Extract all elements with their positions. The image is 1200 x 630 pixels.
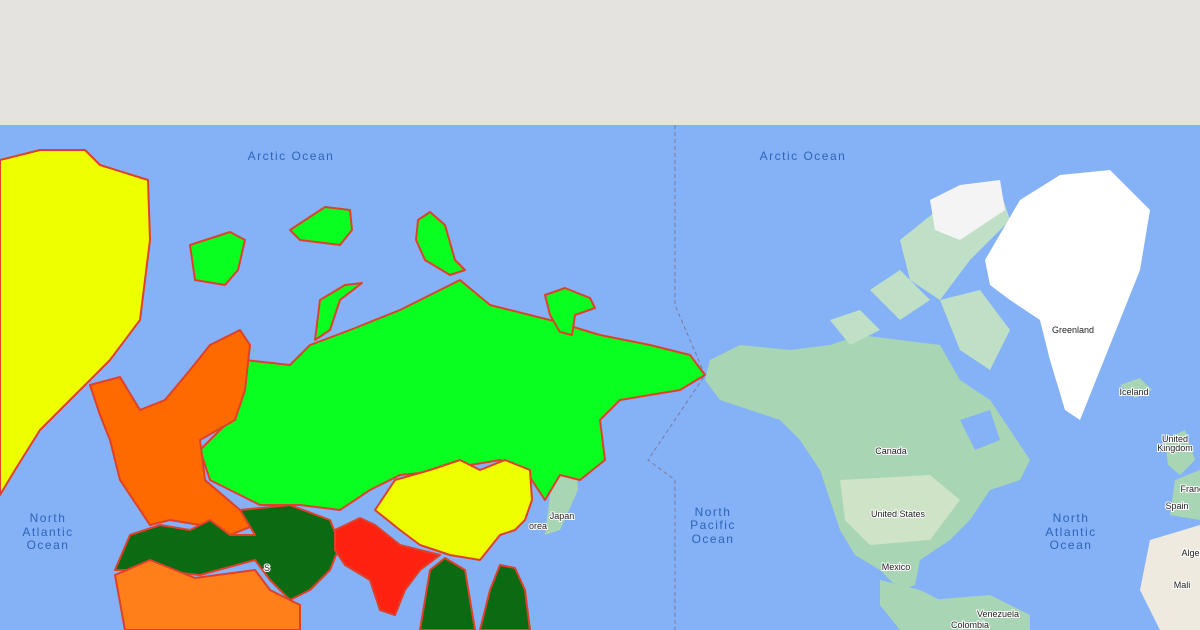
region-yellow-east-asia[interactable] [374,459,533,561]
label-uk-2: Kingdom [1157,443,1193,453]
region-light-orange-africa[interactable] [114,559,301,630]
label-greenland: Greenland [1052,325,1094,335]
region-bright-green-main[interactable] [199,279,706,511]
label-mali: Mali [1174,580,1191,590]
label-spain: Spain [1165,501,1188,511]
label-algeria: Alger [1181,548,1200,558]
region-dark-green-se-asia-1[interactable] [419,557,476,630]
header-band [0,0,1200,125]
region-orange-europe[interactable] [89,329,256,536]
ocean-label-atlantic-left-1: North [30,511,67,525]
label-usa: United States [871,509,926,519]
date-line [647,125,706,630]
label-japan: Japan [550,511,575,521]
map-svg: Arctic Ocean Arctic Ocean North Atlantic… [0,125,1200,630]
africa-land [1140,525,1200,630]
ocean-label-atlantic-left-2: Atlantic [22,525,73,539]
ocean-label-pacific-1: North [695,505,732,519]
greenland-land [985,170,1150,420]
label-partial-s: S [264,563,270,573]
iceland-land [1120,378,1152,398]
label-canada: Canada [875,446,907,456]
label-venezuela: Venezuela [977,609,1019,619]
region-bright-green-peninsula[interactable] [314,282,363,341]
map-canvas[interactable]: Arctic Ocean Arctic Ocean North Atlantic… [0,125,1200,630]
region-dark-green-mena[interactable] [114,504,341,601]
ocean-label-arctic-right: Arctic Ocean [760,149,847,163]
region-red-south-asia[interactable] [334,517,441,616]
label-iceland: Iceland [1119,387,1148,397]
label-uk-1: United [1162,434,1188,444]
north-america-land [705,180,1030,630]
region-bright-green-island-4[interactable] [544,287,596,336]
region-yellow-north[interactable] [0,149,151,496]
ocean-label-atlantic-right-2: Atlantic [1045,525,1096,539]
region-bright-green-island-2[interactable] [289,206,353,246]
label-colombia: Colombia [951,620,989,630]
label-france: Franc [1180,484,1200,494]
region-bright-green-island-3[interactable] [415,211,466,276]
highlighted-regions [0,149,706,630]
ocean-label-pacific-2: Pacific [690,518,736,532]
region-bright-green-island-1[interactable] [189,231,246,286]
europe-land [1165,430,1200,520]
ocean-label-atlantic-right-3: Ocean [1050,538,1093,552]
ocean-label-atlantic-left-3: Ocean [27,538,70,552]
label-mexico: Mexico [882,562,911,572]
label-korea: orea [529,521,547,531]
ocean-label-arctic-left: Arctic Ocean [248,149,335,163]
ocean-label-atlantic-right-1: North [1053,511,1090,525]
region-dark-green-se-asia-2[interactable] [479,564,531,630]
ocean-label-pacific-3: Ocean [692,532,735,546]
